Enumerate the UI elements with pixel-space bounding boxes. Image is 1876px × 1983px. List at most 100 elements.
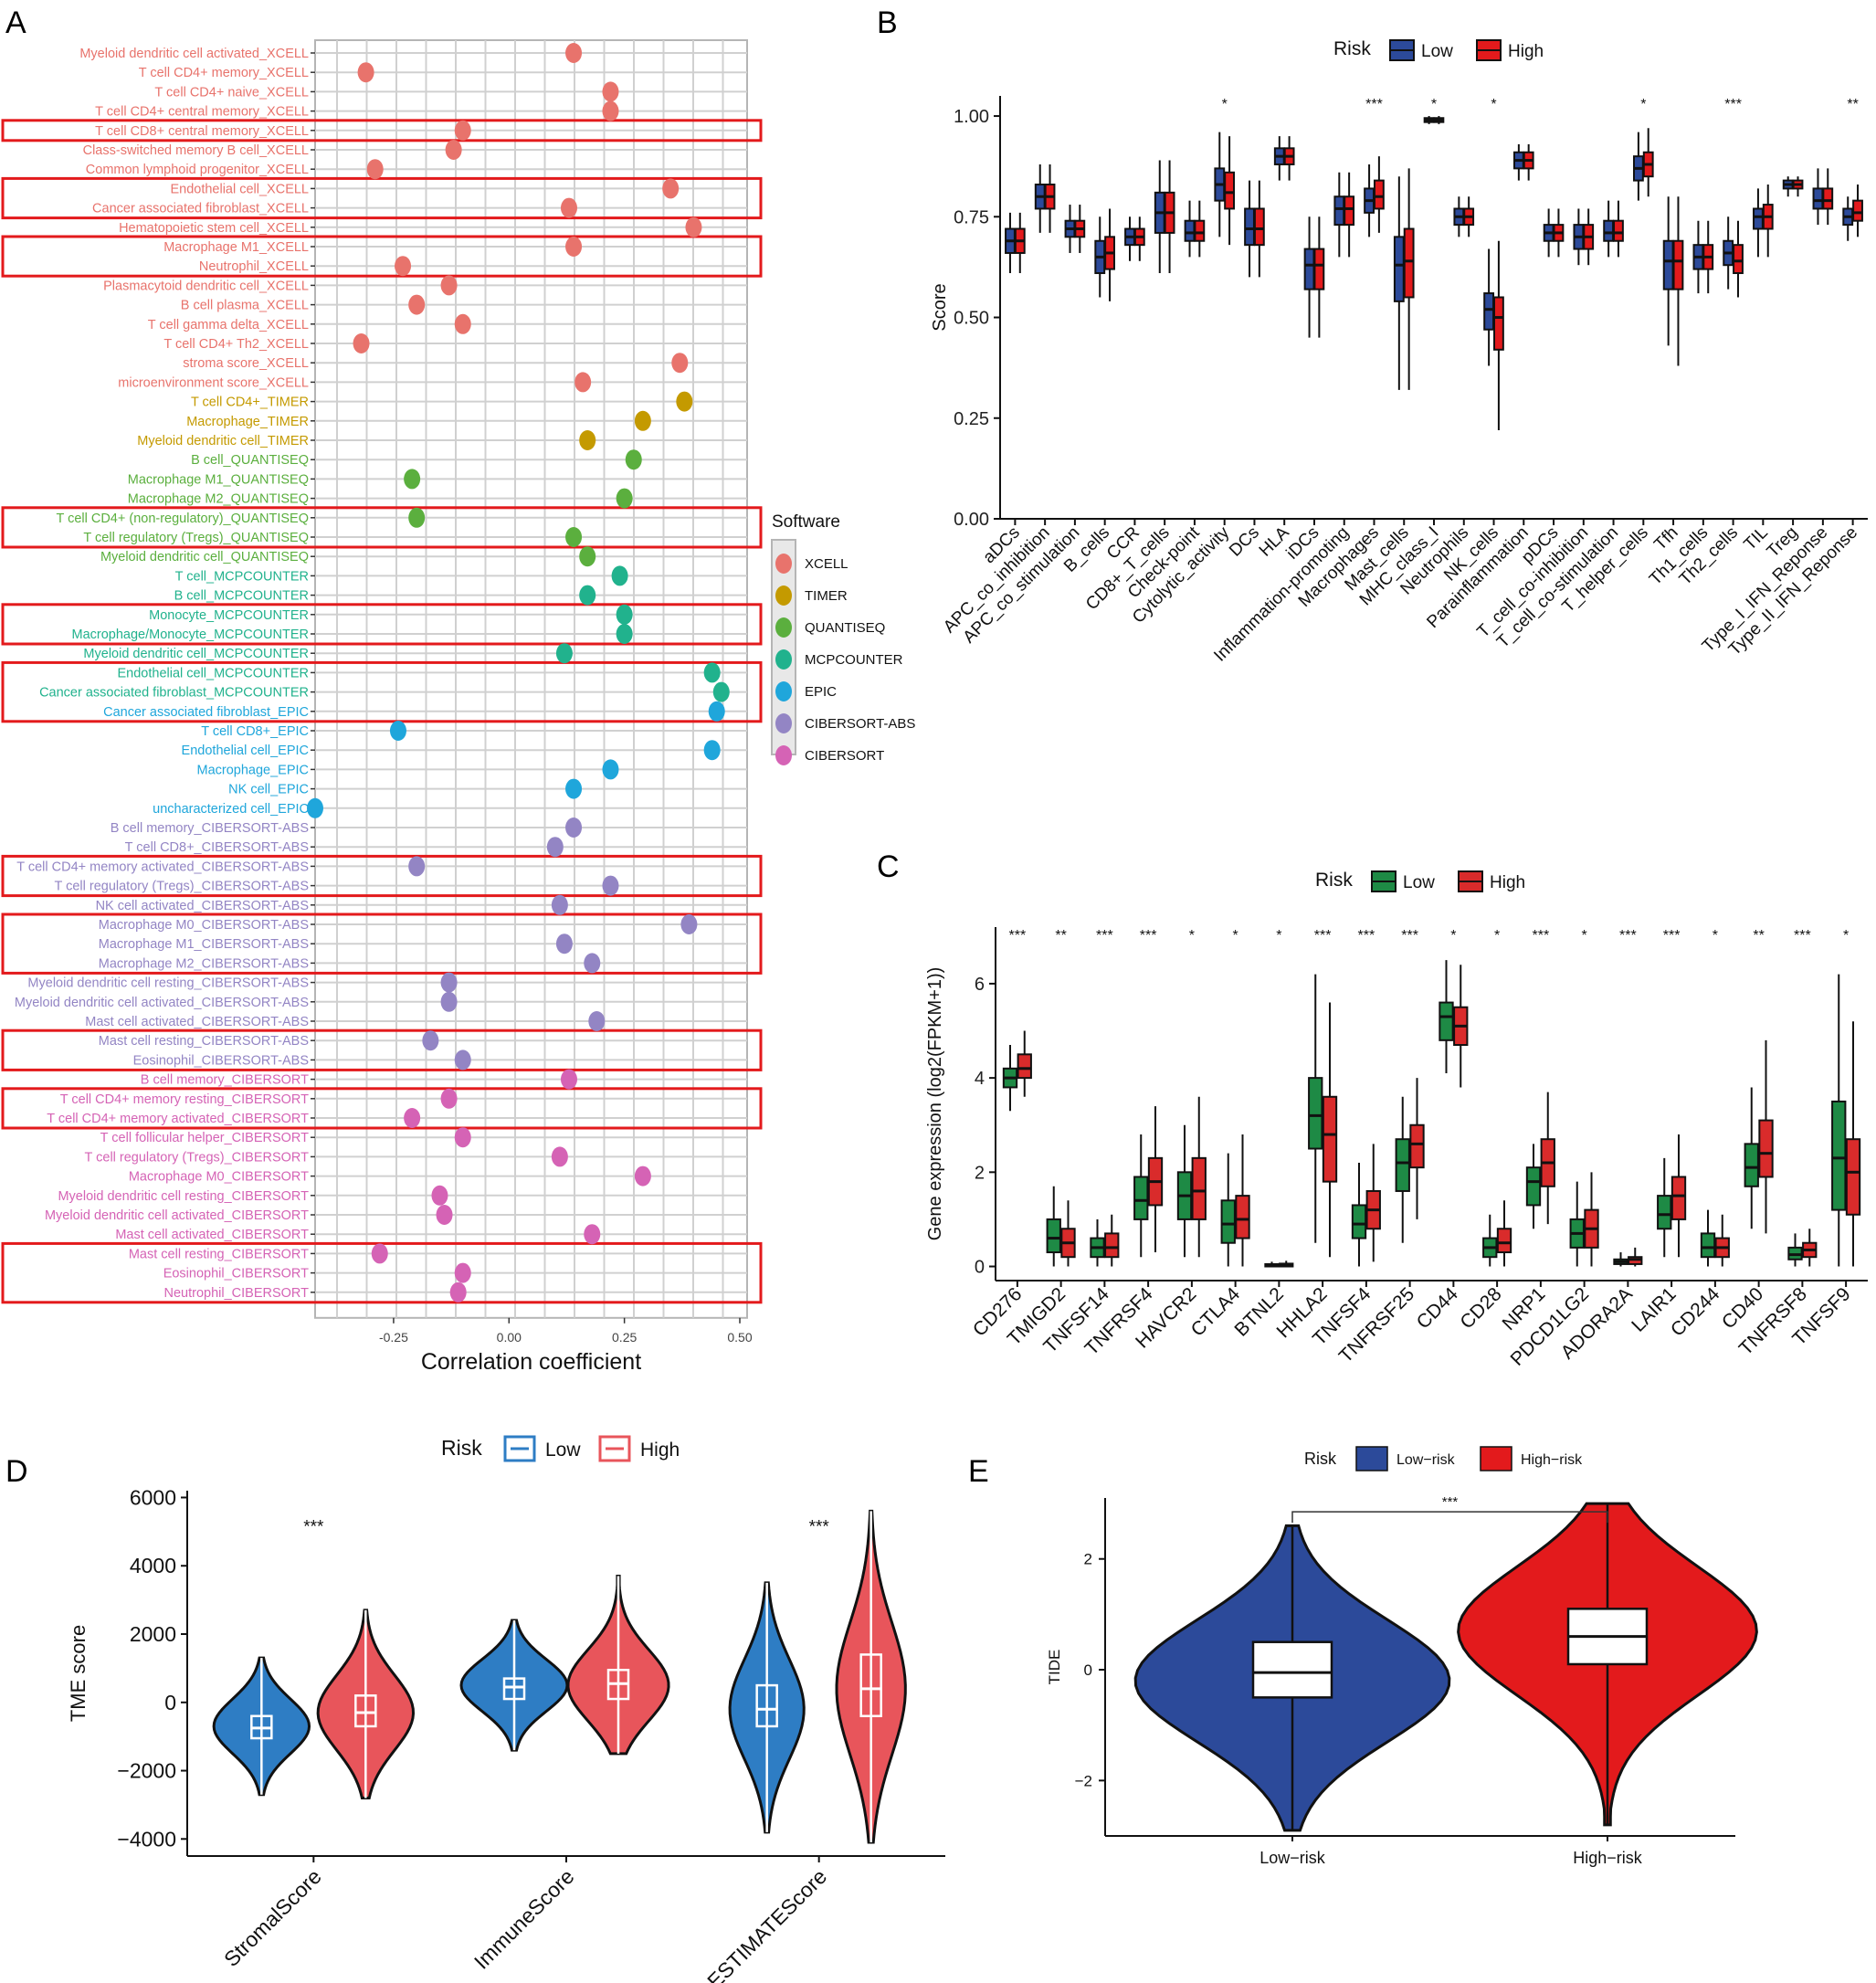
row-label: Myeloid dendritic cell resting_CIBERSORT… xyxy=(27,976,309,991)
point xyxy=(454,313,471,334)
legend-label: Low−risk xyxy=(1396,1452,1456,1468)
y-tick-label: 6 xyxy=(975,975,985,995)
point xyxy=(560,1069,577,1090)
box xyxy=(1373,179,1385,210)
legend-key xyxy=(1355,1446,1388,1471)
point xyxy=(703,740,721,761)
box xyxy=(755,1683,778,1728)
legend-key xyxy=(775,554,792,574)
y-tick-label: 0.75 xyxy=(954,207,989,227)
box xyxy=(1831,1100,1847,1211)
y-tick-label: −4000 xyxy=(117,1827,176,1851)
legend-title: Risk xyxy=(441,1436,482,1460)
row-label: B cell_MCPCOUNTER xyxy=(174,589,309,604)
box xyxy=(1613,219,1624,242)
row-label: Endothelial cell_XCELL xyxy=(170,182,309,196)
legend-label: High xyxy=(640,1440,680,1461)
row-label: T cell regulatory (Tregs)_QUANTISEQ xyxy=(83,531,309,545)
significance: *** xyxy=(1794,928,1811,944)
row-label: Neutrophil_XCELL xyxy=(199,259,309,274)
box xyxy=(1496,1228,1512,1254)
box xyxy=(1700,1232,1716,1259)
point xyxy=(389,721,406,741)
box xyxy=(354,1694,377,1728)
y-tick-label: 0.50 xyxy=(954,309,989,329)
point xyxy=(449,1282,467,1303)
row-label: B cell_QUANTISEQ xyxy=(191,453,309,468)
point xyxy=(440,275,458,296)
y-tick-label: 2 xyxy=(975,1163,985,1183)
box xyxy=(1753,207,1764,230)
row-label: T cell gamma delta_XCELL xyxy=(148,318,309,332)
category-label: ESTIMATEScore xyxy=(702,1864,831,1983)
significance: * xyxy=(1491,97,1496,112)
significance: * xyxy=(1843,928,1849,944)
significance: *** xyxy=(1442,1494,1459,1510)
point xyxy=(680,914,698,934)
y-axis-title: TME score xyxy=(67,1625,90,1722)
x-tick-label: 0.50 xyxy=(727,1330,752,1345)
legend-label: High xyxy=(1490,873,1525,892)
point xyxy=(445,140,462,160)
legend-key xyxy=(598,1435,631,1462)
row-label: Macrophage M0_CIBERSORT-ABS xyxy=(99,918,309,933)
point xyxy=(395,256,412,277)
box xyxy=(1395,1138,1410,1192)
row-label: Hematopoietic stem cell_XCELL xyxy=(119,221,309,236)
row-label: T cell regulatory (Tregs)_CIBERSORT-ABS xyxy=(54,880,309,894)
point xyxy=(431,1185,448,1206)
category-label: StromalScore xyxy=(219,1864,326,1971)
y-tick-label: 0 xyxy=(1084,1661,1092,1679)
row-label: Eosinophil_CIBERSORT-ABS xyxy=(133,1053,309,1068)
significance: * xyxy=(1233,928,1238,944)
row-label: uncharacterized cell_EPIC xyxy=(153,802,309,817)
x-axis-title: Correlation coefficient xyxy=(421,1349,641,1375)
significance: *** xyxy=(1401,928,1418,944)
significance: *** xyxy=(1619,928,1637,944)
row-label: T cell CD8+ central memory_XCELL xyxy=(95,124,309,139)
significance: *** xyxy=(809,1517,830,1536)
row-label: Mast cell resting_CIBERSORT xyxy=(129,1247,309,1261)
point xyxy=(454,120,471,141)
row-label: T cell CD4+_TIMER xyxy=(191,396,309,410)
box xyxy=(1184,219,1196,242)
highlight-box xyxy=(1,912,763,975)
highlight-box xyxy=(1,1028,763,1071)
legend-label: XCELL xyxy=(805,556,848,572)
category-label: CD244 xyxy=(1667,1283,1724,1341)
box xyxy=(1403,227,1415,299)
y-tick-label: 6000 xyxy=(130,1485,176,1509)
point xyxy=(454,1127,471,1148)
row-label: Macrophage M1_CIBERSORT-ABS xyxy=(99,937,309,952)
legend-label: MCPCOUNTER xyxy=(805,652,903,668)
highlight-box xyxy=(1,854,763,898)
significance: ** xyxy=(1847,97,1858,112)
point xyxy=(408,294,426,315)
point xyxy=(634,1166,651,1187)
panel-label-c: C xyxy=(877,849,900,884)
y-tick-label: 2000 xyxy=(130,1622,176,1646)
point xyxy=(565,778,583,799)
highlight-box xyxy=(1,176,763,220)
row-label: T cell CD8+_CIBERSORT-ABS xyxy=(125,840,309,855)
point xyxy=(371,1243,388,1264)
row-label: Monocyte_MCPCOUNTER xyxy=(149,608,309,623)
y-tick-label: 4 xyxy=(975,1069,985,1089)
row-label: Macrophage_EPIC xyxy=(196,763,309,777)
row-label: T cell CD4+ Th2_XCELL xyxy=(163,337,309,352)
legend-key xyxy=(503,1435,536,1462)
row-label: T cell CD4+ memory resting_CIBERSORT xyxy=(60,1092,309,1107)
row-label: Myeloid dendritic cell activated_CIBERSO… xyxy=(15,996,309,1010)
box xyxy=(1308,1077,1323,1150)
legend-label: QUANTISEQ xyxy=(805,620,885,636)
row-label: B cell memory_CIBERSORT-ABS xyxy=(111,821,309,836)
point xyxy=(366,159,384,180)
row-label: Plasmacytoid dendritic cell_XCELL xyxy=(103,279,309,293)
row-label: T cell CD4+ memory activated_CIBERSORT-A… xyxy=(16,860,309,874)
significance: * xyxy=(1450,928,1456,944)
y-tick-label: 0.00 xyxy=(954,510,989,530)
significance-bracket xyxy=(1291,1511,1608,1524)
significance: * xyxy=(1222,97,1228,112)
y-tick-label: 2 xyxy=(1084,1551,1092,1568)
point xyxy=(353,333,370,353)
